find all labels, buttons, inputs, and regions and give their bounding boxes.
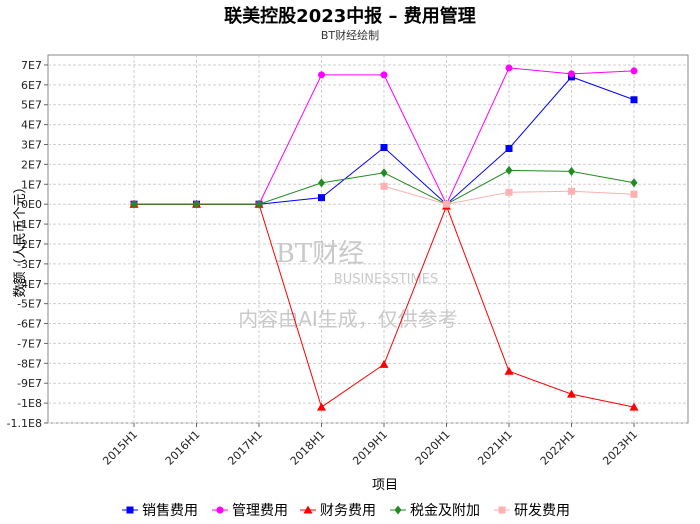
y-tick-label: 5E7: [21, 99, 42, 112]
data-point: [505, 64, 513, 72]
y-tick-label: 2E7: [21, 158, 42, 171]
data-point: [379, 359, 389, 368]
plot-area: [47, 54, 689, 424]
data-point: [505, 188, 513, 196]
legend: 销售费用 管理费用 财务费用 税金及附加 研发费用: [122, 503, 570, 519]
series-group: [129, 64, 639, 411]
data-point: [629, 402, 639, 411]
data-point: [443, 200, 450, 208]
x-axis-label: 项目: [372, 478, 398, 493]
y-tick-label: -6E7: [17, 318, 42, 331]
y-tick-label: 7E7: [21, 59, 42, 72]
data-point: [380, 168, 388, 178]
y-tick-label: 6E7: [21, 79, 42, 92]
x-tick-label: 2016H1: [163, 428, 203, 468]
data-point: [193, 199, 200, 209]
x-tick-label: 2022H1: [538, 428, 578, 468]
chart-title: 联美控股2023中报 – 费用管理: [224, 6, 476, 27]
legend-item: 销售费用: [122, 503, 198, 519]
data-point: [216, 506, 224, 514]
legend-label: 管理费用: [232, 503, 288, 519]
x-axis-ticks: 2015H1 2016H1 2017H1 2018H1 2019H1 2020H1 2021…: [100, 423, 640, 468]
legend-label: 税金及附加: [410, 503, 480, 519]
data-point: [318, 71, 325, 79]
y-tick-label: -4E7: [17, 278, 42, 291]
data-point: [567, 389, 576, 398]
data-point: [380, 182, 388, 190]
watermark-brand-en: BUSINESSTIMES: [334, 272, 438, 287]
y-tick-label: -8E7: [17, 357, 42, 370]
data-point: [255, 199, 263, 209]
legend-item: 财务费用: [300, 503, 376, 519]
legend-label: 财务费用: [320, 503, 376, 519]
data-point: [630, 67, 638, 75]
data-point: [630, 96, 638, 104]
y-tick-label: -9E7: [17, 377, 42, 390]
y-tick-label: 1E7: [21, 178, 42, 191]
data-point: [380, 143, 388, 151]
data-point: [318, 178, 325, 188]
y-tick-label: 0E0: [21, 198, 42, 211]
data-point: [505, 165, 513, 175]
y-tick-label: -1E8: [17, 397, 42, 410]
y-axis-label: 数额（人民币个元）: [13, 180, 28, 297]
data-point: [505, 144, 513, 152]
legend-item: 研发费用: [494, 503, 570, 519]
data-point: [317, 402, 326, 411]
data-point: [568, 70, 575, 78]
y-tick-label: -1E7: [17, 218, 42, 231]
x-tick-label: 2020H1: [413, 428, 453, 468]
data-point: [394, 505, 402, 515]
legend-label: 研发费用: [514, 503, 570, 519]
chart-subtitle: BT财经绘制: [320, 29, 380, 42]
y-tick-label: 4E7: [21, 119, 42, 132]
y-tick-label: -5E7: [17, 298, 42, 311]
gridlines: [48, 55, 688, 424]
data-point: [504, 366, 514, 375]
watermark: BT财经 BUSINESSTIMES 内容由AI生成，仅供参考: [238, 239, 458, 331]
data-point: [303, 505, 313, 514]
x-tick-label: 2017H1: [225, 428, 265, 468]
series-研发费用: [380, 182, 638, 208]
x-tick-label: 2023H1: [600, 428, 640, 468]
legend-label: 销售费用: [142, 503, 198, 519]
data-point: [630, 178, 638, 188]
legend-item: 税金及附加: [390, 503, 480, 519]
data-point: [498, 506, 506, 514]
y-tick-label: 3E7: [21, 139, 42, 152]
legend-item: 管理费用: [212, 503, 288, 519]
data-point: [630, 190, 638, 198]
y-axis-ticks: 7E7 6E7 5E7 4E7 3E7 2E7 1E7 0E0 -1E7 -2E7 -3E7 -4E7…: [7, 59, 48, 430]
watermark-notice: 内容由AI生成，仅供参考: [238, 307, 458, 331]
data-point: [318, 194, 325, 202]
data-point: [568, 166, 575, 176]
data-point: [126, 506, 134, 514]
x-tick-label: 2019H1: [350, 428, 390, 468]
data-point: [568, 187, 575, 195]
x-tick-label: 2018H1: [288, 428, 328, 468]
x-tick-label: 2021H1: [475, 428, 515, 468]
x-tick-label: 2015H1: [100, 428, 140, 468]
y-tick-label: -1.1E8: [7, 417, 42, 430]
y-tick-label: -3E7: [17, 258, 42, 271]
watermark-brand: BT财经: [276, 239, 364, 269]
y-tick-label: -7E7: [17, 337, 42, 350]
data-point: [130, 199, 138, 209]
data-point: [380, 71, 388, 79]
y-tick-label: -2E7: [17, 238, 42, 251]
